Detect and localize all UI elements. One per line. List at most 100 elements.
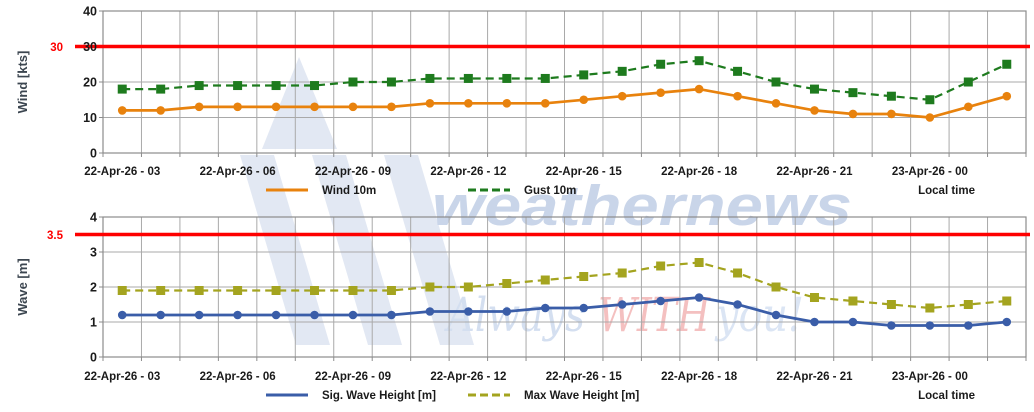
data-point-marker [579, 95, 589, 105]
data-point-marker [1002, 317, 1012, 327]
data-point-marker [656, 59, 666, 69]
x-tick-label: 23-Apr-26 - 00 [892, 166, 968, 178]
data-point-marker [348, 310, 358, 320]
data-point-marker [463, 73, 473, 83]
wind-10m-series [117, 84, 1012, 122]
data-point-marker [464, 307, 473, 316]
data-point-marker [387, 102, 396, 112]
data-point-marker [387, 310, 396, 320]
data-point-marker [694, 56, 704, 66]
data-point-marker [233, 102, 242, 112]
data-point-marker [886, 91, 896, 101]
plot-border [102, 10, 1027, 154]
data-point-marker [348, 77, 358, 87]
y-axis-title: Wind [kts] [15, 51, 30, 114]
data-point-marker [887, 321, 896, 330]
data-point-marker [540, 73, 550, 83]
y-tick-label: 0 [90, 147, 97, 161]
chart-wind-kts: 0 10 20 30 40 30 Wind [kts] 22-Apr-26 - 03 22-Ap… [15, 5, 1030, 197]
data-point-marker [1002, 91, 1012, 101]
max-wave-height-m-line [122, 261, 1007, 310]
data-point-marker [194, 81, 204, 91]
data-point-marker [656, 88, 665, 97]
data-point-marker [848, 109, 858, 119]
data-point-marker [617, 91, 627, 101]
data-point-marker [117, 84, 127, 94]
y-tick-label: 10 [83, 111, 97, 125]
data-point-marker [1002, 59, 1012, 69]
data-point-marker [733, 268, 743, 278]
data-point-marker [579, 272, 589, 281]
data-point-marker [540, 275, 550, 285]
data-point-marker [771, 310, 781, 320]
data-point-marker [156, 84, 166, 94]
data-point-marker [925, 95, 935, 105]
x-tick-label: 22-Apr-26 - 21 [776, 371, 853, 383]
legend-label-gust-10m: Gust 10m [524, 185, 576, 197]
wni-logo [240, 57, 474, 345]
y-tick-label: 40 [83, 5, 97, 19]
x-tick-label: 22-Apr-26 - 12 [430, 371, 506, 383]
data-point-marker [617, 66, 627, 76]
wni-logo-bar [384, 155, 474, 345]
wni-logo-sail [262, 57, 337, 149]
y-tick-label: 30 [83, 40, 97, 54]
data-point-marker [809, 293, 819, 302]
sig-wave-height-m-series [117, 293, 1012, 330]
wind-10m-line [122, 87, 1008, 119]
data-point-marker [502, 307, 512, 316]
data-point-marker [271, 102, 281, 112]
data-point-marker [271, 286, 281, 295]
data-point-marker [348, 286, 358, 295]
data-point-marker [579, 303, 589, 313]
watermark-brand-text: weathernews [432, 174, 852, 238]
data-point-marker [194, 310, 204, 320]
data-point-marker [425, 282, 435, 292]
data-point-marker [540, 303, 550, 313]
x-tick-label: 22-Apr-26 - 09 [315, 166, 391, 178]
data-point-marker [386, 286, 396, 295]
data-point-marker [156, 286, 166, 295]
data-point-marker [848, 317, 858, 327]
y-tick-label: 2 [90, 281, 97, 295]
data-point-marker [771, 282, 781, 292]
data-point-marker [810, 106, 819, 115]
data-point-marker [887, 109, 896, 119]
data-point-marker [310, 81, 320, 91]
data-point-marker [117, 286, 127, 295]
data-point-marker [194, 286, 204, 295]
data-point-marker [964, 102, 973, 112]
data-point-marker [386, 77, 396, 87]
x-tick-label: 22-Apr-26 - 09 [315, 371, 391, 383]
data-point-marker [310, 286, 320, 295]
data-point-marker [502, 99, 512, 108]
y-tick-label: 3 [90, 246, 97, 260]
data-point-marker [425, 307, 435, 316]
data-point-marker [156, 106, 165, 115]
x-axis-note: Local time [918, 185, 975, 197]
data-point-marker [964, 321, 973, 330]
data-point-marker [925, 303, 935, 313]
legend-label-sig-wave-height-m: Sig. Wave Height [m] [322, 390, 436, 402]
data-point-marker [771, 99, 781, 108]
watermark-tagline-you: you! [714, 288, 804, 343]
x-tick-label: 23-Apr-26 - 00 [892, 371, 968, 383]
data-point-marker [925, 321, 935, 330]
y-tick-label: 20 [83, 76, 97, 90]
x-tick-label: 22-Apr-26 - 12 [430, 166, 506, 178]
y-tick-label: 4 [90, 211, 97, 225]
data-point-marker [886, 300, 896, 309]
y-tick-label: 0 [90, 351, 97, 365]
data-point-marker [233, 310, 242, 320]
data-point-marker [310, 310, 319, 320]
data-point-marker [810, 317, 819, 327]
data-point-marker [579, 70, 589, 80]
threshold-label: 3.5 [47, 230, 64, 242]
data-point-marker [848, 296, 858, 306]
sig-wave-height-m-line [122, 296, 1007, 327]
data-point-marker [310, 102, 319, 112]
wni-logo-bar [312, 155, 402, 345]
gust-10m-series [117, 56, 1012, 105]
